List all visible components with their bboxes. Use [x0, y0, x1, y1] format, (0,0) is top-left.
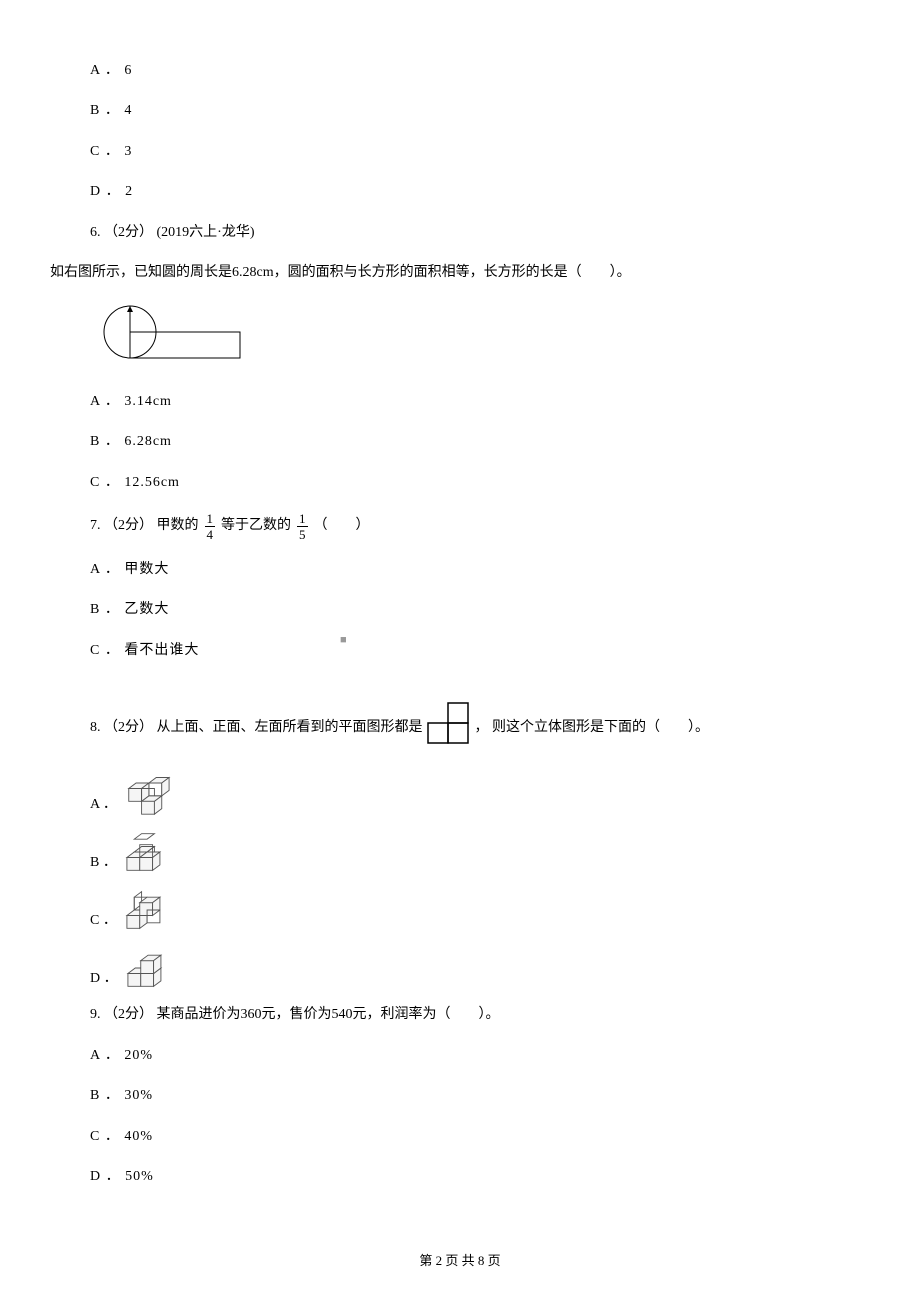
q5-option-d: D ． 2: [90, 181, 870, 203]
q7-mid: 等于乙数的: [221, 515, 291, 537]
q7-fraction-1: 1 4: [205, 512, 216, 541]
q9-option-a: A ． 20%: [90, 1045, 870, 1067]
q9-option-d: D ． 50%: [90, 1166, 870, 1188]
q6-stem-line1: 6. （2分） (2019六上·龙华): [90, 222, 870, 244]
q7-stem: 7. （2分） 甲数的 1 4 等于乙数的 1 5 （ ）: [90, 512, 870, 541]
q5-option-b: B ． 4: [90, 100, 870, 122]
q8-prefix: 8. （2分） 从上面、正面、左面所看到的平面图形都是: [90, 717, 423, 739]
circle-rectangle-icon: [90, 302, 260, 366]
q5-option-c: C ． 3: [90, 141, 870, 163]
page-content: A ． 6 B ． 4 C ． 3 D ． 2 6. （2分） (2019六上·…: [0, 0, 920, 1246]
q6-option-b: B ． 6.28cm: [90, 431, 870, 453]
q7-fraction-2: 1 5: [297, 512, 308, 541]
q6-option-a: A ． 3.14cm: [90, 391, 870, 413]
q6-diagram: [90, 302, 870, 374]
q9-option-b: B ． 30%: [90, 1085, 870, 1107]
cube-figure-d-icon: [126, 946, 172, 990]
q7-option-c: C ． 看不出谁大: [90, 640, 870, 662]
q8-option-b: B ．: [90, 830, 870, 874]
q6-option-c: C ． 12.56cm: [90, 472, 870, 494]
q9-stem: 9. （2分） 某商品进价为360元，售价为540元，利润率为（ ）。: [90, 1004, 870, 1026]
cube-figure-c-icon: [125, 888, 171, 932]
q7-option-b: B ． 乙数大: [90, 599, 870, 621]
q5-option-a: A ． 6: [90, 60, 870, 82]
l-shape-icon: [427, 702, 471, 754]
page-footer: 第 2 页 共 8 页: [0, 1251, 920, 1272]
q8-option-c: C ．: [90, 888, 870, 932]
q6-stem-line2: 如右图所示，已知圆的周长是6.28cm，圆的面积与长方形的面积相等，长方形的长是…: [50, 262, 870, 284]
q8-stem: 8. （2分） 从上面、正面、左面所看到的平面图形都是 ， 则这个立体图形是下面…: [90, 702, 870, 754]
q7-option-a: A ． 甲数大: [90, 559, 870, 581]
q7-prefix: 7. （2分） 甲数的: [90, 515, 199, 537]
cube-figure-b-icon: [125, 830, 171, 874]
q8-option-a: A ．: [90, 772, 870, 816]
q8-suffix: ， 则这个立体图形是下面的（ ）。: [475, 717, 710, 739]
q9-option-c: C ． 40%: [90, 1126, 870, 1148]
q7-suffix: （ ）: [314, 515, 370, 537]
cube-figure-a-icon: [125, 772, 171, 816]
q8-option-d: D ．: [90, 946, 870, 990]
watermark: ■: [340, 632, 348, 650]
